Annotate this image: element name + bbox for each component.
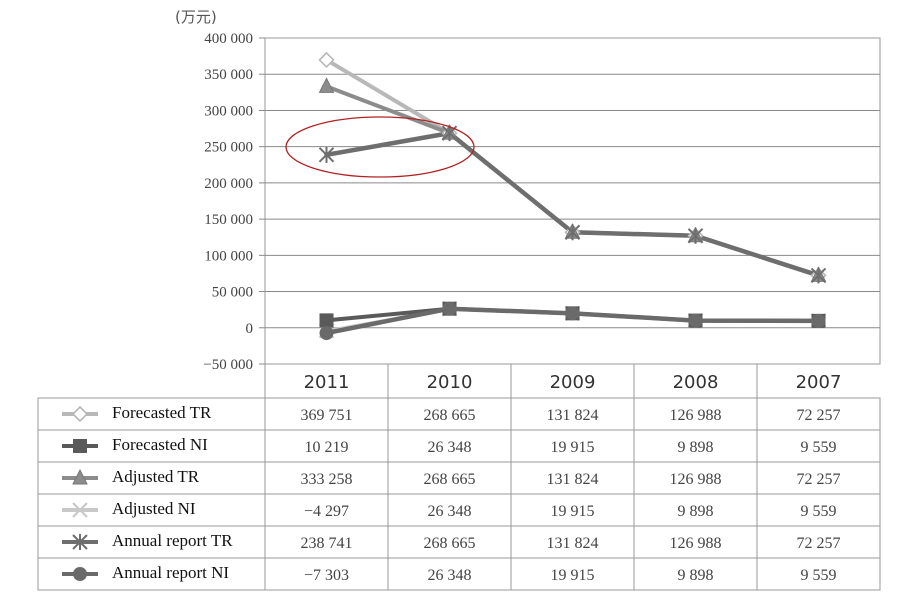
table-cell-value: −7 303 xyxy=(304,567,349,584)
table-cell-value: 72 257 xyxy=(797,407,841,424)
y-tick-label: 400 000 xyxy=(204,31,253,47)
y-tick-label: 50 000 xyxy=(212,285,253,301)
category-label: 2009 xyxy=(550,372,596,393)
table-cell-value: 238 741 xyxy=(301,535,353,552)
series-line xyxy=(324,84,821,278)
table-cell-value: 19 915 xyxy=(551,567,595,584)
data-point xyxy=(688,313,703,328)
y-tick-label: −50 000 xyxy=(203,357,253,373)
y-tick-label: 150 000 xyxy=(204,212,253,228)
table-cell-value: −4 297 xyxy=(304,503,349,520)
legend-marker xyxy=(72,468,88,485)
data-point xyxy=(319,313,334,328)
table-cell-value: 72 257 xyxy=(797,535,841,552)
data-point xyxy=(565,306,580,321)
legend-label: Adjusted TR xyxy=(112,467,200,486)
y-tick-label: 250 000 xyxy=(204,140,253,156)
category-label: 2008 xyxy=(673,372,719,393)
table-cell-value: 19 915 xyxy=(551,439,595,456)
table-cell-value: 9 559 xyxy=(801,567,837,584)
table-cell-value: 72 257 xyxy=(797,471,841,488)
category-label: 2007 xyxy=(796,372,842,393)
table-cell-value: 9 559 xyxy=(801,439,837,456)
data-point xyxy=(318,146,335,163)
legend-marker xyxy=(73,567,87,581)
legend-marker xyxy=(71,405,89,423)
table-cell-value: 9 898 xyxy=(678,439,714,456)
legend-marker xyxy=(72,502,88,518)
y-tick-label: 350 000 xyxy=(204,67,253,83)
legend-marker xyxy=(72,534,88,550)
data-point xyxy=(442,301,457,316)
table-cell-value: 126 988 xyxy=(670,471,722,488)
legend-label: Forecasted TR xyxy=(112,403,212,422)
table-cell-value: 19 915 xyxy=(551,503,595,520)
table-cell-value: 9 898 xyxy=(678,567,714,584)
legend-label: Annual report NI xyxy=(112,563,229,582)
table-cell-value: 26 348 xyxy=(428,503,472,520)
table-cell-value: 369 751 xyxy=(301,407,353,424)
data-point xyxy=(811,313,826,328)
legend-label: Annual report TR xyxy=(112,531,233,550)
series-line xyxy=(324,57,821,278)
y-tick-label: 0 xyxy=(246,321,254,337)
data-point xyxy=(810,267,827,284)
legend-label: Adjusted NI xyxy=(112,499,196,518)
unit-label: (万元) xyxy=(175,8,217,26)
legend-label: Forecasted NI xyxy=(112,435,208,454)
data-point xyxy=(318,77,335,93)
table-cell-value: 131 824 xyxy=(547,535,599,552)
y-tick-label: 300 000 xyxy=(204,103,253,119)
y-tick-label: 200 000 xyxy=(204,176,253,192)
table-cell-value: 268 665 xyxy=(424,407,476,424)
table-cell-value: 26 348 xyxy=(428,439,472,456)
data-point xyxy=(564,224,581,241)
legend-marker xyxy=(73,439,87,453)
category-label: 2011 xyxy=(304,372,350,393)
table-cell-value: 268 665 xyxy=(424,471,476,488)
y-tick-label: 100 000 xyxy=(204,248,253,264)
plot-area-border xyxy=(264,37,881,365)
table-cell-value: 9 898 xyxy=(678,503,714,520)
table-cell-value: 126 988 xyxy=(670,407,722,424)
data-point xyxy=(319,326,334,341)
table-cell-value: 10 219 xyxy=(305,439,349,456)
category-label: 2010 xyxy=(427,372,473,393)
table-cell-value: 131 824 xyxy=(547,471,599,488)
data-point xyxy=(318,51,335,69)
series-line xyxy=(324,130,821,278)
table-cell-value: 333 258 xyxy=(301,471,353,488)
table-cell-value: 26 348 xyxy=(428,567,472,584)
table-cell-value: 268 665 xyxy=(424,535,476,552)
table-cell-value: 131 824 xyxy=(547,407,599,424)
table-cell-value: 126 988 xyxy=(670,535,722,552)
annotation-ellipse xyxy=(285,116,475,178)
data-point xyxy=(687,227,704,244)
table-cell-value: 9 559 xyxy=(801,503,837,520)
